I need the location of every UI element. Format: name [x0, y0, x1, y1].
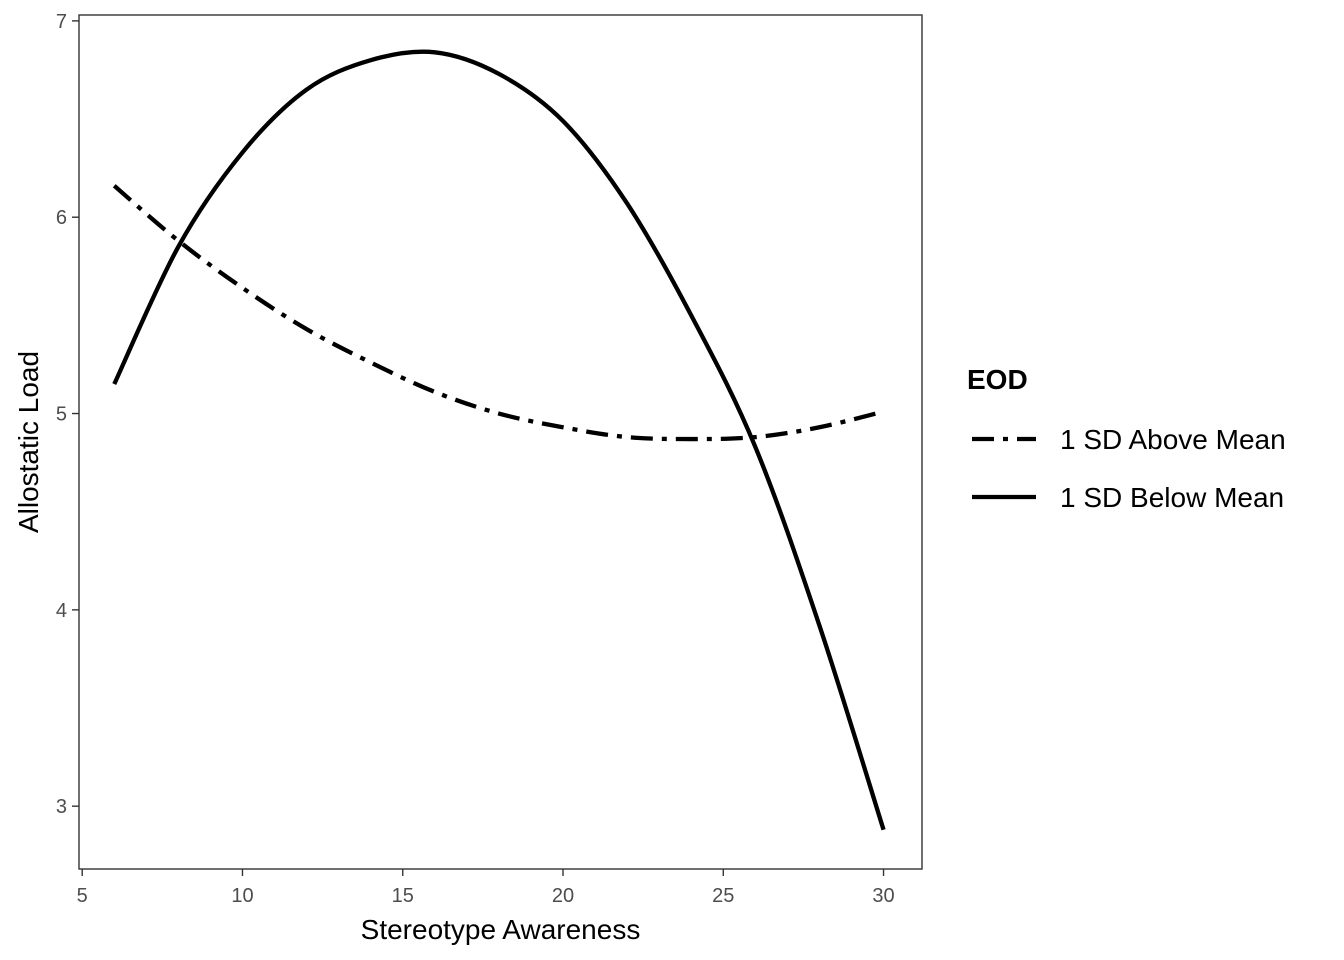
x-axis-title: Stereotype Awareness [361, 914, 641, 945]
legend-items: 1 SD Above Mean 1 SD Below Mean [972, 424, 1286, 513]
x-tick-label: 10 [231, 885, 253, 907]
x-tick-label: 15 [392, 885, 414, 907]
y-axis: 3 4 5 6 7 [56, 11, 79, 818]
y-tick-label: 3 [56, 796, 67, 818]
legend-title: EOD [967, 364, 1028, 395]
plot-panel-border [78, 14, 923, 870]
x-tick-label: 5 [77, 885, 88, 907]
legend-label-2: 1 SD Below Mean [1060, 482, 1284, 513]
y-tick-label: 6 [56, 207, 67, 229]
x-tick-label: 30 [872, 885, 894, 907]
x-tick-label: 20 [552, 885, 574, 907]
y-tick-label: 7 [56, 11, 67, 33]
series-line-2 [112, 49, 886, 831]
legend: EOD 1 SD Above Mean 1 SD Below Mean [967, 364, 1286, 513]
series-line-1 [112, 184, 885, 442]
plot-area [78, 14, 923, 870]
y-axis-title: Allostatic Load [13, 351, 44, 533]
y-tick-label: 5 [56, 404, 67, 426]
y-tick-label: 4 [56, 600, 67, 622]
x-axis: 5 10 15 20 25 30 [77, 869, 895, 907]
legend-label-1: 1 SD Above Mean [1060, 424, 1286, 455]
x-tick-label: 25 [712, 885, 734, 907]
